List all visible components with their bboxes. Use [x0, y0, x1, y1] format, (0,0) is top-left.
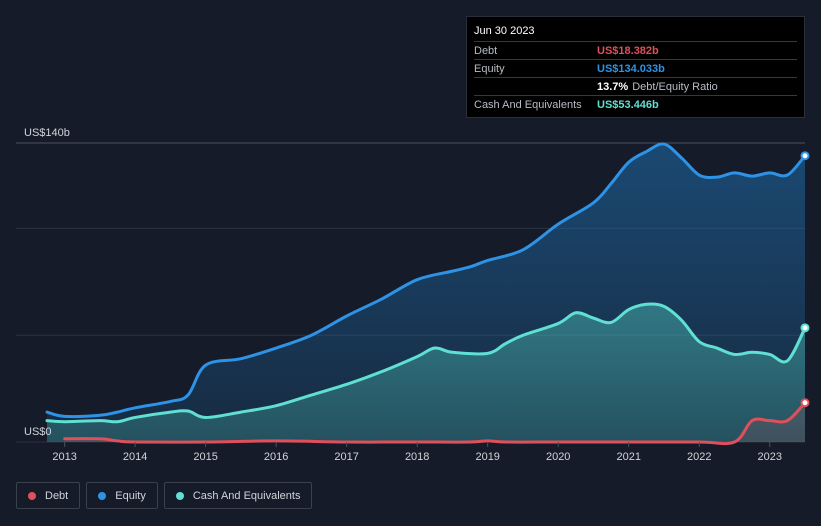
x-tick-label: 2018	[405, 451, 429, 463]
legend-label-cash: Cash And Equivalents	[192, 489, 301, 502]
legend-item-cash[interactable]: Cash And Equivalents	[163, 482, 313, 509]
cash-area	[47, 303, 805, 442]
tooltip-equity-value: US$134.033b	[597, 62, 665, 75]
tooltip-row-cash: Cash And Equivalents US$53.446b	[474, 95, 797, 113]
x-tick-label: 2013	[52, 451, 76, 463]
tooltip-panel: Jun 30 2023 Debt US$18.382b Equity US$13…	[466, 16, 805, 118]
x-tick-label: 2014	[123, 451, 147, 463]
cash-dot-icon	[175, 491, 184, 500]
equity-dot-icon	[98, 491, 107, 500]
equity-end-marker	[800, 151, 810, 161]
tooltip-cash-value: US$53.446b	[597, 98, 659, 111]
x-tick-label: 2021	[616, 451, 640, 463]
x-tick-label: 2023	[758, 451, 782, 463]
legend-label-equity: Equity	[115, 489, 146, 502]
legend-item-debt[interactable]: Debt	[16, 482, 81, 509]
debt-dot-icon	[28, 491, 36, 500]
legend-label-debt: Debt	[45, 489, 69, 502]
x-tick-label: 2017	[334, 451, 358, 463]
x-tick-label: 2019	[475, 451, 499, 463]
legend: Debt Equity Cash And Equivalents	[16, 482, 313, 509]
cash-line	[45, 302, 807, 424]
x-tick-label: 2022	[687, 451, 711, 463]
cash-end-marker	[800, 323, 810, 333]
series-areas	[47, 143, 805, 444]
x-axis: 2013 2014 2015 2016 2017 2018 2019 2020 2021 2022…	[52, 442, 782, 463]
tooltip-cash-label: Cash And Equivalents	[474, 98, 582, 111]
tooltip-debt-value: US$18.382b	[597, 44, 659, 57]
series-end-markers	[800, 151, 810, 408]
tooltip-row-equity: Equity US$134.033b	[474, 59, 797, 77]
tooltip-row-ratio: 13.7% Debt/Equity Ratio	[474, 77, 797, 95]
tooltip-ratio-value: 13.7%	[597, 80, 629, 93]
y-axis-bottom-label: US$0	[24, 426, 52, 438]
y-axis-top-label: US$140b	[24, 127, 70, 139]
equity-line	[45, 142, 807, 419]
tooltip-equity-label: Equity	[474, 62, 505, 75]
x-tick-label: 2016	[264, 451, 288, 463]
tooltip-row-debt: Debt US$18.382b	[474, 41, 797, 59]
legend-item-equity[interactable]: Equity	[86, 482, 158, 509]
tooltip-debt-label: Debt	[474, 44, 498, 57]
tooltip-ratio-label: Debt/Equity Ratio	[632, 80, 718, 93]
x-tick-label: 2015	[193, 451, 217, 463]
tooltip-date: Jun 30 2023	[474, 25, 535, 37]
x-tick-label: 2020	[546, 451, 570, 463]
debt-end-marker	[800, 398, 810, 408]
